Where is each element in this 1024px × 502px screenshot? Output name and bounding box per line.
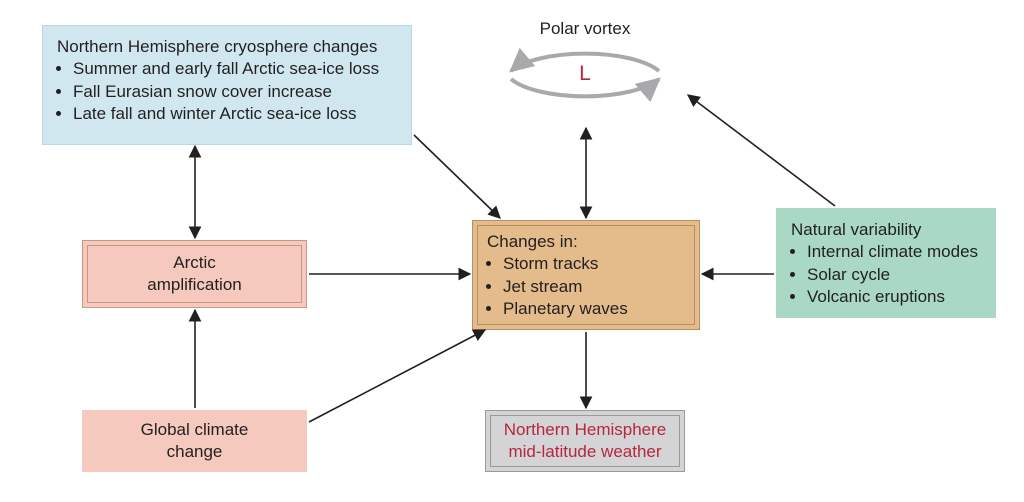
list-item: Storm tracks [503, 253, 685, 275]
list-item: Jet stream [503, 276, 685, 298]
box-midlat-title: Northern Hemispheremid-latitude weather [504, 419, 667, 464]
box-changes-title: Changes in: [487, 231, 685, 253]
box-cryosphere: Northern Hemisphere cryosphere changes S… [42, 25, 412, 145]
box-natvar-list: Internal climate modes Solar cycle Volca… [791, 241, 981, 308]
box-natural-variability: Natural variability Internal climate mod… [776, 208, 996, 318]
list-item: Fall Eurasian snow cover increase [73, 81, 397, 103]
list-item: Internal climate modes [807, 241, 981, 263]
polar-vortex-label: Polar vortex [515, 19, 655, 39]
list-item: Late fall and winter Arctic sea-ice loss [73, 103, 397, 125]
box-global-climate-change: Global climatechange [82, 410, 307, 472]
box-gcc-title: Global climatechange [141, 419, 249, 464]
box-midlatitude-weather: Northern Hemispheremid-latitude weather [485, 410, 685, 472]
box-changes: Changes in: Storm tracks Jet stream Plan… [472, 220, 700, 330]
list-item: Summer and early fall Arctic sea-ice los… [73, 58, 397, 80]
box-arctic-amplification: Arcticamplification [82, 240, 307, 308]
list-item: Volcanic eruptions [807, 286, 981, 308]
box-changes-list: Storm tracks Jet stream Planetary waves [487, 253, 685, 320]
box-cryosphere-title: Northern Hemisphere cryosphere changes [57, 36, 397, 58]
list-item: Planetary waves [503, 298, 685, 320]
box-natvar-title: Natural variability [791, 219, 981, 241]
box-cryosphere-list: Summer and early fall Arctic sea-ice los… [57, 58, 397, 125]
polar-vortex-L: L [575, 62, 595, 86]
box-arctic-title: Arcticamplification [147, 252, 242, 297]
list-item: Solar cycle [807, 264, 981, 286]
